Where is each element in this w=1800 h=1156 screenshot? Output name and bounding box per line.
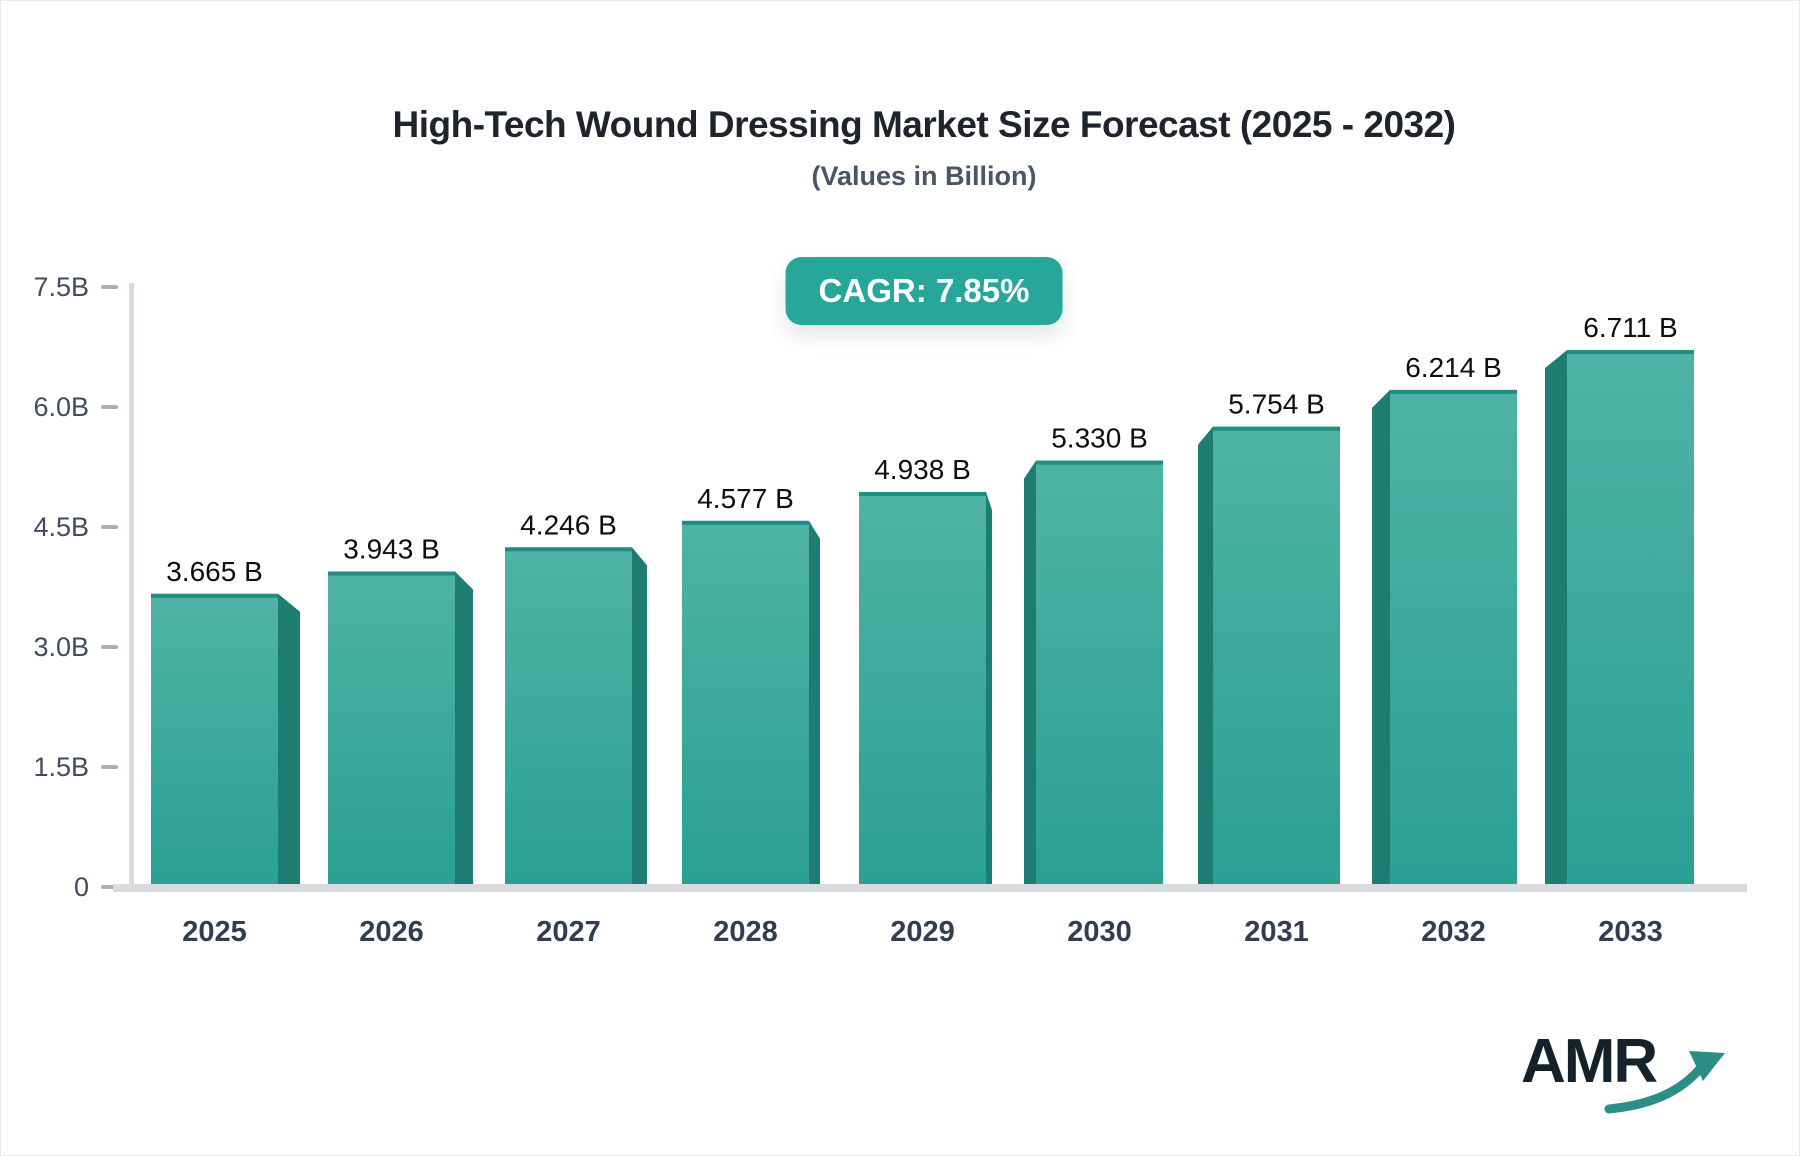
y-tick-label: 4.5B bbox=[33, 512, 89, 542]
bar-group-2027: 4.246 B 2027 bbox=[505, 509, 647, 948]
bar-front-face bbox=[1213, 426, 1340, 887]
bar-value-label: 6.214 B bbox=[1405, 352, 1502, 383]
x-axis-line bbox=[113, 884, 1747, 892]
bar-value-label: 4.246 B bbox=[520, 509, 617, 540]
bar-top-edge bbox=[1036, 460, 1163, 465]
bar-value-label: 3.943 B bbox=[343, 534, 440, 565]
bar-side-face bbox=[1198, 426, 1213, 887]
bar-top-edge bbox=[1567, 350, 1694, 355]
bar-group-2026: 3.943 B 2026 bbox=[328, 534, 473, 948]
x-tick-label: 2032 bbox=[1421, 916, 1486, 948]
bar-side-face bbox=[455, 571, 473, 887]
x-tick-label: 2031 bbox=[1244, 916, 1309, 948]
bar-top-edge bbox=[1390, 389, 1517, 394]
bar-group-2030: 5.330 B 2030 bbox=[1024, 423, 1163, 948]
bar-side-face bbox=[1024, 460, 1036, 887]
bar-front-face bbox=[151, 593, 278, 887]
amr-logo-arrow-icon bbox=[1604, 1051, 1725, 1114]
y-tick-label: 0 bbox=[74, 872, 89, 902]
bar-top-edge bbox=[1213, 426, 1340, 431]
x-tick-label: 2029 bbox=[890, 916, 955, 948]
chart-subtitle: (Values in Billion) bbox=[811, 161, 1037, 191]
bar-group-2033: 6.711 B 2033 bbox=[1545, 312, 1694, 948]
amr-logo: AMR bbox=[1521, 1031, 1741, 1131]
bar-front-face bbox=[682, 520, 809, 887]
x-tick-label: 2033 bbox=[1598, 916, 1663, 948]
bar-group-2028: 4.577 B 2028 bbox=[682, 483, 820, 948]
bar-front-face bbox=[859, 491, 986, 887]
bar-top-edge bbox=[328, 571, 455, 576]
bar-side-face bbox=[809, 520, 820, 887]
bar-group-2025: 3.665 B 2025 bbox=[151, 556, 300, 948]
bar-side-face bbox=[278, 593, 300, 887]
amr-logo-text: AMR bbox=[1521, 1027, 1658, 1096]
bar-top-edge bbox=[151, 593, 278, 598]
x-tick-label: 2027 bbox=[536, 916, 601, 948]
y-tick-label: 6.0B bbox=[33, 392, 89, 422]
y-tick-mark bbox=[101, 645, 118, 649]
bar-top-edge bbox=[682, 520, 809, 525]
cagr-badge: CAGR: 7.85% bbox=[785, 257, 1063, 325]
y-tick-label: 1.5B bbox=[33, 752, 89, 782]
x-tick-label: 2028 bbox=[713, 916, 778, 948]
bar-front-face bbox=[505, 547, 632, 887]
x-tick-label: 2026 bbox=[359, 916, 424, 948]
bar-value-label: 6.711 B bbox=[1583, 312, 1677, 343]
bar-value-label: 5.330 B bbox=[1051, 423, 1148, 454]
bar-side-face bbox=[632, 547, 647, 887]
y-tick-mark bbox=[101, 285, 118, 289]
bar-front-face bbox=[1567, 350, 1694, 887]
bar-front-face bbox=[1036, 460, 1163, 887]
bar-group-2032: 6.214 B 2032 bbox=[1372, 352, 1517, 948]
bar-side-face bbox=[1372, 389, 1390, 887]
bar-front-face bbox=[1390, 389, 1517, 887]
bar-group-2029: 4.938 B 2029 bbox=[859, 454, 992, 948]
bar-value-label: 4.577 B bbox=[697, 483, 794, 514]
bar-top-edge bbox=[859, 491, 986, 496]
bar-group-2031: 5.754 B 2031 bbox=[1198, 389, 1340, 948]
bar-side-face bbox=[986, 491, 992, 887]
bar-value-label: 5.754 B bbox=[1228, 389, 1325, 420]
bar-value-label: 4.938 B bbox=[874, 454, 971, 485]
y-tick-mark bbox=[101, 525, 118, 529]
bar-side-face bbox=[1545, 350, 1567, 887]
y-axis-line bbox=[129, 283, 134, 887]
chart-title: High-Tech Wound Dressing Market Size For… bbox=[392, 104, 1457, 145]
y-tick-mark bbox=[101, 405, 118, 409]
x-tick-label: 2030 bbox=[1067, 916, 1132, 948]
y-tick-label: 7.5B bbox=[33, 272, 89, 302]
y-tick-mark bbox=[101, 765, 118, 769]
bar-front-face bbox=[328, 571, 455, 887]
y-tick-label: 3.0B bbox=[33, 632, 89, 662]
bar-value-label: 3.665 B bbox=[166, 556, 263, 587]
x-tick-label: 2025 bbox=[182, 916, 247, 948]
bar-top-edge bbox=[505, 547, 632, 552]
